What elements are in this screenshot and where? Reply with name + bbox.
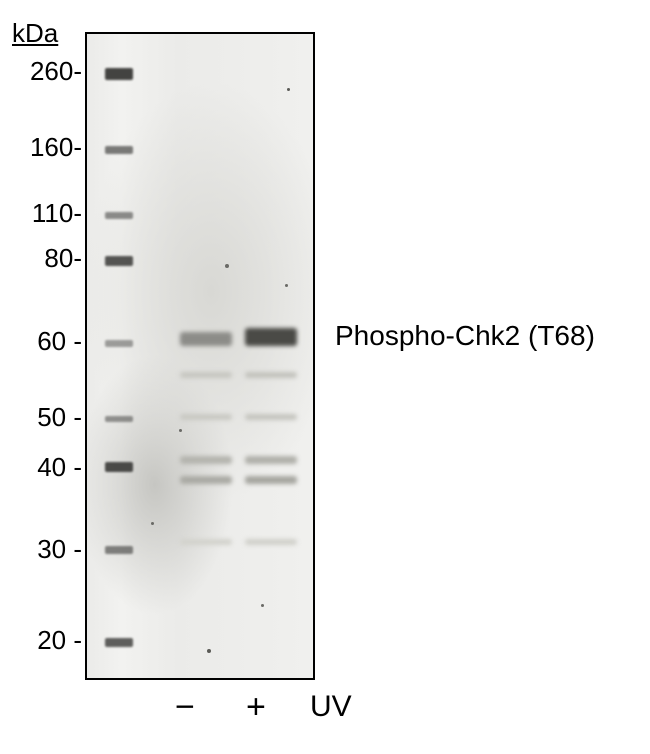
blot-speck — [179, 429, 182, 432]
minus-lane-band — [180, 332, 232, 346]
plus-lane-band — [245, 328, 297, 346]
minus-lane-band — [180, 456, 232, 464]
kda-label-60: 60 - — [0, 326, 82, 357]
kda-label-50: 50 - — [0, 402, 82, 433]
kda-label-20: 20 - — [0, 625, 82, 656]
plus-lane-band — [245, 456, 297, 464]
kda-label-160: 160- — [0, 132, 82, 163]
plus-lane-band — [245, 476, 297, 484]
kda-label-80: 80- — [0, 243, 82, 274]
western-blot-panel — [85, 32, 315, 680]
minus-lane-band — [180, 476, 232, 484]
minus-lane-band — [180, 539, 232, 545]
ladder-band — [105, 416, 133, 422]
ladder-band — [105, 212, 133, 219]
kda-label-260: 260- — [0, 56, 82, 87]
blot-background — [87, 34, 313, 678]
plus-lane-band — [245, 372, 297, 378]
blot-speck — [287, 88, 290, 91]
ladder-band — [105, 256, 133, 266]
blot-speck — [151, 522, 154, 525]
blot-speck — [261, 604, 264, 607]
plus-lane-band — [245, 539, 297, 545]
ladder-band — [105, 146, 133, 154]
minus-lane-band — [180, 414, 232, 420]
condition-plus: + — [246, 688, 266, 727]
kda-label-110: 110- — [0, 198, 82, 229]
blot-speck — [225, 264, 229, 268]
plus-lane-band — [245, 414, 297, 420]
kda-label-30: 30 - — [0, 534, 82, 565]
minus-lane-band — [180, 372, 232, 378]
ladder-band — [105, 638, 133, 647]
ladder-band — [105, 68, 133, 80]
condition-variable-label: UV — [310, 690, 352, 724]
axis-unit-header: kDa — [12, 18, 58, 49]
ladder-band — [105, 546, 133, 554]
ladder-band — [105, 462, 133, 472]
condition-minus: − — [175, 688, 195, 727]
kda-label-40: 40 - — [0, 452, 82, 483]
target-protein-label: Phospho-Chk2 (T68) — [335, 320, 595, 352]
blot-speck — [285, 284, 288, 287]
ladder-band — [105, 340, 133, 347]
blot-speck — [207, 649, 211, 653]
